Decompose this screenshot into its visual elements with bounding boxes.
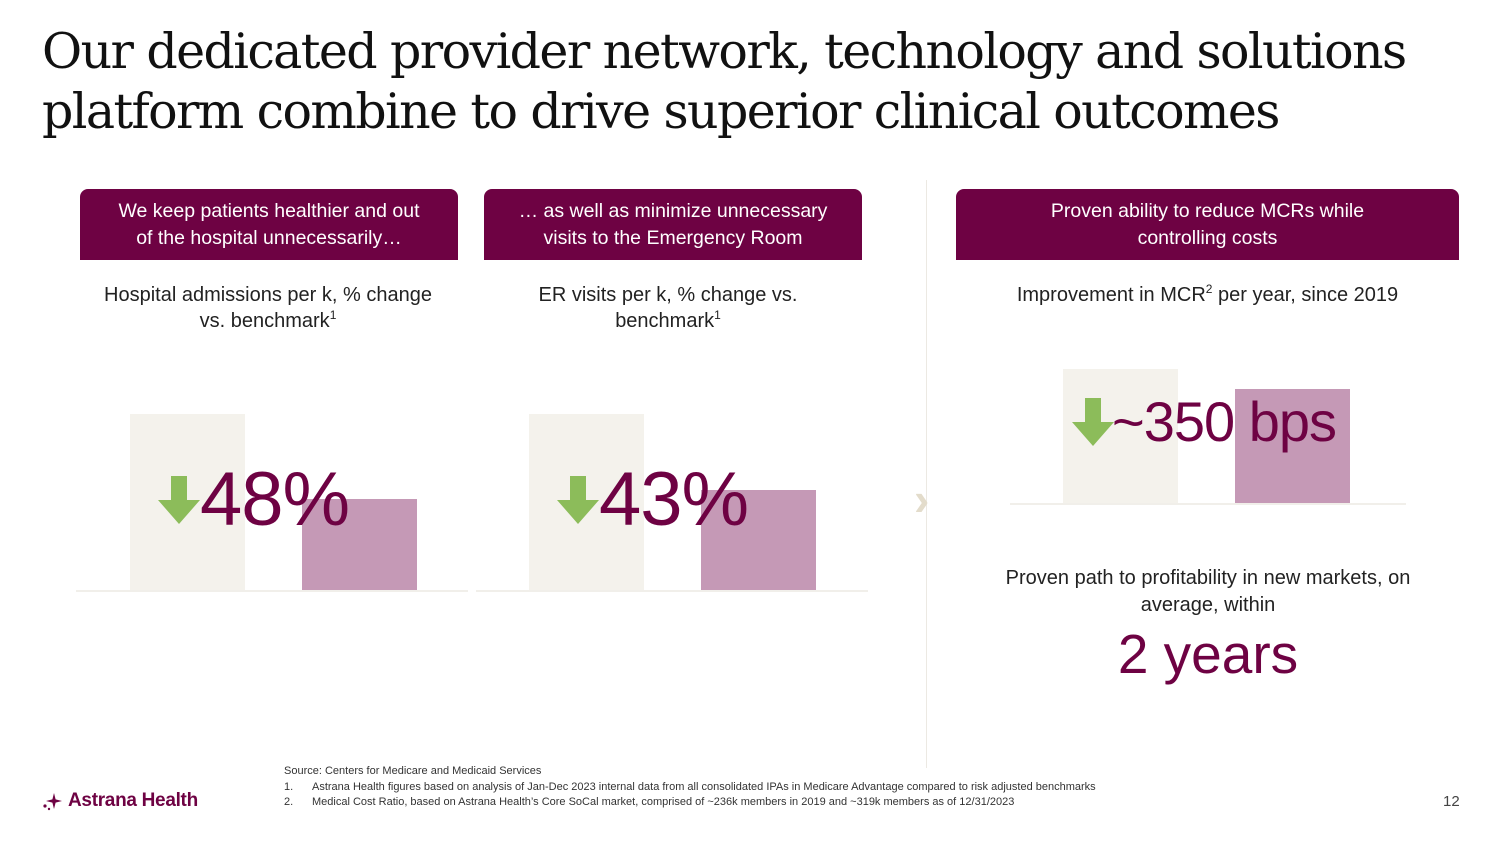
panel-2-header: … as well as minimize unnecessary visits… [484,189,862,260]
footnotes: Source: Centers for Medicare and Medicai… [284,764,1284,811]
panel-2-astrana-bar [701,490,816,591]
panel-1-header-line-1: We keep patients healthier and out [118,199,420,222]
panel-1-subtitle: Hospital admissions per k, % change vs. … [70,282,466,334]
down-arrow-icon [158,476,200,524]
profitability-line-1: Proven path to profitability in new mark… [1005,567,1411,589]
panel-2-header-line-1: … as well as minimize unnecessary [518,199,828,222]
panel-2-subtitle-line-2: benchmark [615,310,715,332]
source-note: Source: Centers for Medicare and Medicai… [284,765,542,777]
panel-3-subtitle-post: per year, since 2019 [1212,284,1399,306]
panel-3-astrana-bar [1235,389,1350,503]
section-divider [926,180,927,768]
sparkle-icon [43,793,62,811]
panel-3-header: Proven ability to reduce MCRs while cont… [956,189,1459,260]
panel-1-astrana-bar [302,499,417,591]
footnote-ref: 2 [1205,282,1213,296]
panel-2-subtitle-line-1: ER visits per k, % change vs. [538,284,798,306]
panel-2-baseline [476,590,868,592]
panel-1-subtitle-line-1: Hospital admissions per k, % change [104,284,432,306]
panel-3-header-line-1: Proven ability to reduce MCRs while [1050,199,1365,222]
footnote-ref: 1 [714,308,721,322]
footnote-item: 1. Astrana Health figures based on analy… [284,780,1284,796]
panel-1-header: We keep patients healthier and out of th… [80,189,458,260]
panel-1-subtitle-line-2: vs. benchmark [199,310,330,332]
down-arrow-icon [557,476,599,524]
profitability-value: 2 years [1117,623,1299,685]
slide-title: Our dedicated provider network, technolo… [42,22,1462,142]
panel-3-subtitle: Improvement in MCR2 per year, since 2019 [956,282,1459,308]
panel-3-subtitle-pre: Improvement in MCR [1016,284,1206,306]
footnote-number: 1. [284,780,294,793]
profitability-text: Proven path to profitability in new mark… [960,565,1456,619]
footnote-ref: 1 [329,308,337,322]
panel-3-baseline [1010,503,1406,505]
page-number: 12 [1443,793,1460,810]
panel-2-value: 43% [599,457,749,542]
panel-1-value: 48% [200,457,350,542]
chevron-right-icon: › [914,473,930,525]
panel-2-subtitle: ER visits per k, % change vs. benchmark1 [470,282,866,334]
astrana-logo: Astrana Health [42,790,198,812]
slide-title-line-1: Our dedicated provider network, technolo… [42,23,1407,80]
logo-text: Astrana Health [68,790,198,811]
panel-2-header-line-2: visits to the Emergency Room [543,226,803,249]
panel-3-value: ~350 bps [1112,390,1337,453]
footnote-item: 2. Medical Cost Ratio, based on Astrana … [284,795,1284,811]
footnote-number: 2. [284,796,294,808]
footnote-text: Astrana Health figures based on analysis… [312,780,1096,793]
panel-3-header-line-2: controlling costs [1137,226,1278,249]
panel-1-baseline [76,590,468,592]
footnote-text: Medical Cost Ratio, based on Astrana Hea… [312,796,1015,808]
panel-3-benchmark-bar [1063,369,1178,503]
slide-title-line-2: platform combine to drive superior clini… [42,83,1280,140]
panel-1-header-line-2: of the hospital unnecessarily… [136,226,402,249]
profitability-line-2: average, within [1140,594,1276,616]
down-arrow-icon [1072,398,1114,446]
